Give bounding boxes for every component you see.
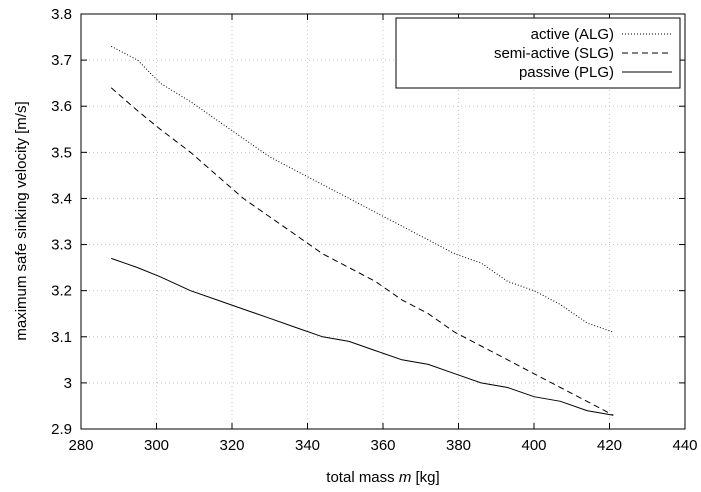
y-tick-label: 3.6 (51, 98, 72, 115)
x-tick-label: 340 (295, 437, 320, 454)
y-axis-label: maximum safe sinking velocity [m/s] (13, 101, 30, 340)
legend-label-2: semi-active (SLG) (494, 45, 614, 62)
series-line-3 (111, 257, 614, 416)
x-tick-label: 400 (521, 437, 546, 454)
y-tick-label: 3 (64, 375, 72, 392)
x-tick-label: 320 (219, 437, 244, 454)
series-line-2 (110, 87, 614, 416)
series-line-1 (110, 45, 614, 333)
x-tick-label: 380 (446, 437, 471, 454)
x-tick-label: 360 (370, 437, 395, 454)
axis-ticks: 280 300 320 340 360 380 400 420 440 2.9 3 3.1 3.2 3.3… (51, 6, 697, 454)
legend-label-3: passive (PLG) (519, 64, 614, 81)
legend-label-1: active (ALG) (531, 26, 614, 43)
y-tick-label: 3.7 (51, 52, 72, 69)
x-tick-label: 300 (144, 437, 169, 454)
y-tick-label: 2.9 (51, 421, 72, 438)
series-group (110, 45, 614, 416)
grid (81, 14, 685, 429)
legend: active (ALG) semi-active (SLG) passive (PL… (395, 17, 681, 89)
y-tick-label: 3.2 (51, 283, 72, 300)
y-tick-label: 3.4 (51, 190, 72, 207)
y-tick-label: 3.5 (51, 144, 72, 161)
y-tick-label: 3.1 (51, 329, 72, 346)
x-tick-label: 440 (672, 437, 697, 454)
x-axis-label: total mass m [kg] (326, 469, 439, 486)
x-tick-label: 420 (597, 437, 622, 454)
x-tick-label: 280 (68, 437, 93, 454)
y-tick-label: 3.3 (51, 237, 72, 254)
y-tick-label: 3.8 (51, 6, 72, 23)
